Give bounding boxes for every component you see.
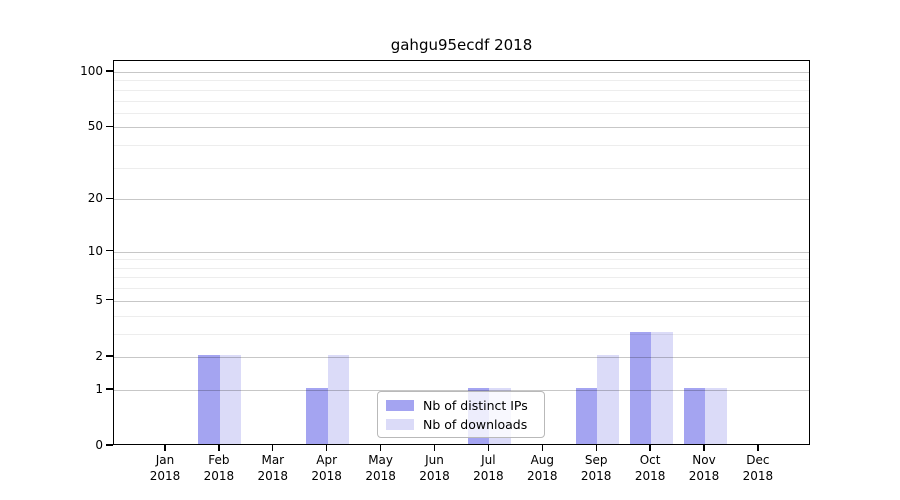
- x-tick: [703, 445, 705, 451]
- y-tick: [106, 444, 113, 446]
- y-tick-label: 5: [95, 292, 103, 307]
- gridline-major: [114, 356, 809, 358]
- y-tick-label: 2: [95, 348, 103, 363]
- gridline-minor: [114, 100, 809, 102]
- gridline-minor: [114, 80, 809, 82]
- x-tick-label: Jan 2018: [149, 453, 181, 483]
- gridline-major: [114, 71, 809, 73]
- x-tick: [433, 445, 436, 451]
- gridline-minor: [114, 167, 809, 169]
- legend-label-downloads: Nb of downloads: [423, 416, 528, 432]
- x-tick-label: Aug 2018: [527, 453, 558, 483]
- x-tick: [272, 445, 274, 451]
- x-tick-label: Feb 2018: [203, 453, 235, 483]
- bar-ips-feb: [198, 354, 220, 444]
- plot-area: [113, 60, 810, 445]
- gridline-major: [114, 199, 809, 201]
- x-tick-label: Jul 2018: [473, 453, 504, 483]
- y-tick-label: 10: [87, 243, 103, 258]
- y-tick: [106, 388, 113, 390]
- x-tick: [487, 445, 490, 451]
- bar-ips-apr: [306, 387, 328, 444]
- gridline-minor: [114, 315, 809, 317]
- gridline-minor: [114, 288, 809, 290]
- gridline-minor: [114, 259, 809, 261]
- x-tick: [164, 445, 166, 451]
- y-tick-label: 20: [87, 191, 103, 206]
- chart-title: gahgu95ecdf 2018: [390, 36, 533, 54]
- gridline-minor: [114, 89, 809, 91]
- gridline-major: [114, 251, 809, 253]
- gridline-minor: [114, 333, 809, 335]
- y-tick-label: 1: [95, 381, 103, 396]
- legend: Nb of distinct IPs Nb of downloads: [377, 391, 545, 438]
- x-tick-label: Dec 2018: [742, 453, 774, 483]
- y-tick-label: 50: [87, 119, 103, 134]
- y-tick: [106, 125, 113, 128]
- legend-item-downloads: Nb of downloads: [386, 416, 536, 432]
- bar-downloads-feb: [219, 354, 242, 444]
- y-tick-label: 0: [95, 438, 103, 452]
- y-tick: [106, 70, 113, 72]
- gridline-minor: [114, 267, 809, 269]
- y-tick: [106, 299, 113, 301]
- gridline-minor: [114, 112, 809, 114]
- legend-swatch-downloads: [386, 418, 414, 430]
- bar-ips-nov: [683, 387, 705, 444]
- x-tick: [326, 445, 328, 451]
- legend-item-distinct-ips: Nb of distinct IPs: [386, 397, 536, 413]
- bar-downloads-apr: [327, 354, 350, 444]
- x-tick-label: Apr 2018: [311, 453, 342, 483]
- y-tick: [106, 197, 113, 199]
- bar-downloads-nov: [705, 387, 727, 444]
- x-tick: [541, 445, 543, 451]
- x-tick: [649, 445, 651, 451]
- gridline-minor: [114, 145, 809, 147]
- x-tick-label: Nov 2018: [688, 453, 720, 483]
- gridline-minor: [114, 277, 809, 279]
- y-tick: [106, 249, 113, 252]
- x-tick-label: Oct 2018: [634, 453, 666, 483]
- bar-ips-sep: [575, 387, 598, 444]
- gridline-major: [114, 127, 809, 129]
- bar-downloads-oct: [651, 331, 673, 444]
- bar-downloads-sep: [597, 354, 619, 444]
- bar-ips-oct: [629, 331, 652, 444]
- x-tick-label: Jun 2018: [419, 453, 450, 483]
- gridline-major: [114, 300, 809, 302]
- gridline-major: [114, 389, 809, 391]
- legend-swatch-distinct-ips: [386, 399, 414, 411]
- x-tick-label: Sep 2018: [580, 453, 612, 483]
- x-tick: [757, 445, 759, 451]
- y-tick: [106, 355, 113, 357]
- x-tick: [218, 445, 220, 451]
- y-tick-label: 100: [80, 63, 103, 78]
- legend-label-distinct-ips: Nb of distinct IPs: [423, 397, 528, 413]
- x-tick-label: May 2018: [365, 453, 396, 483]
- x-tick-label: Mar 2018: [257, 453, 289, 483]
- x-tick: [379, 445, 382, 451]
- x-tick: [595, 445, 597, 451]
